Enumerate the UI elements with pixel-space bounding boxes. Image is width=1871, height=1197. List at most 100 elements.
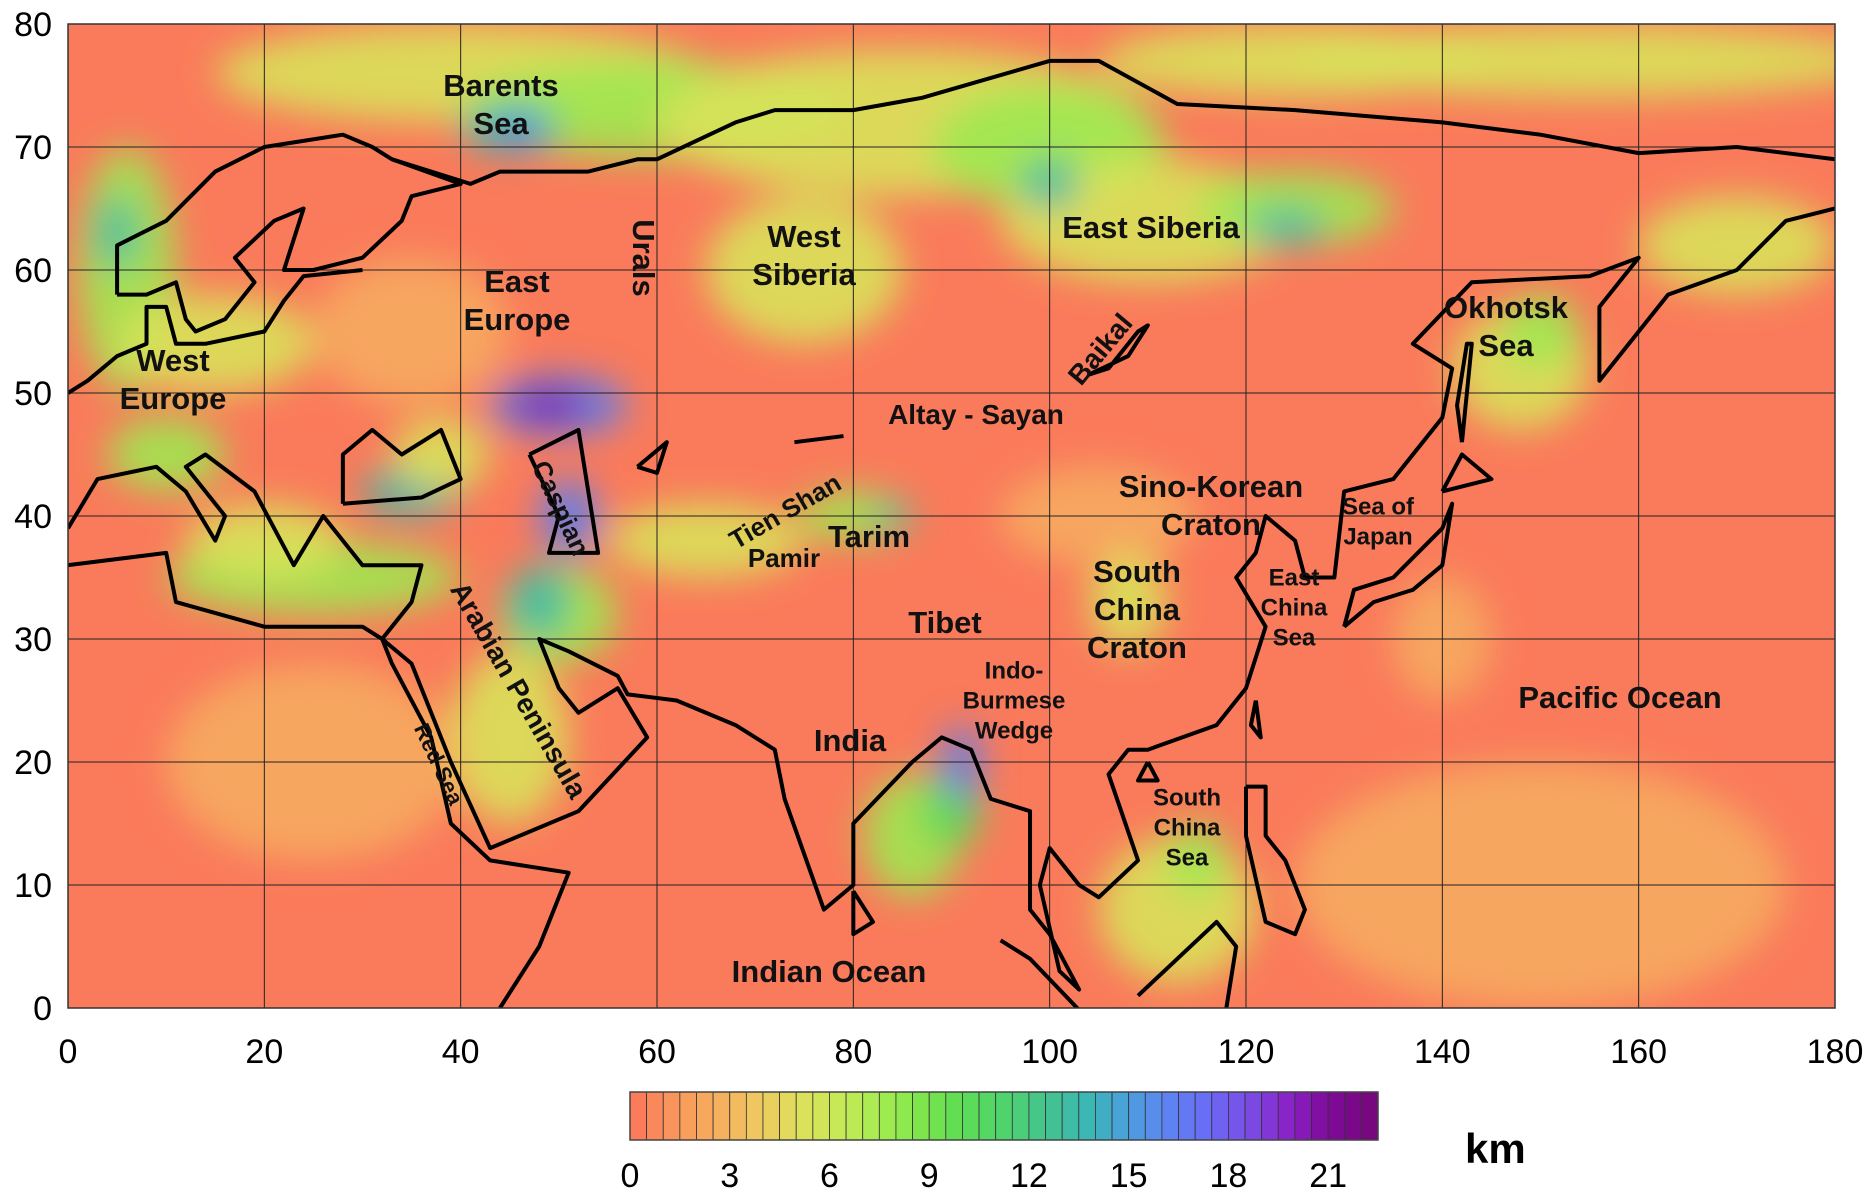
colorbar-cell	[1028, 1091, 1046, 1141]
region-label-line: Urals	[626, 219, 661, 297]
y-tick-label: 80	[14, 6, 52, 44]
colorbar-tick-label: 18	[1209, 1157, 1247, 1195]
colorbar-cell	[1111, 1091, 1130, 1141]
colorbar-cell	[762, 1091, 781, 1141]
coastline	[1088, 323, 1150, 377]
colorbar-tick-label: 12	[1010, 1157, 1048, 1195]
region-label-line: Sea	[1166, 844, 1209, 871]
region-label-line: Burmese	[963, 687, 1066, 714]
colorbar-cell	[845, 1091, 864, 1141]
region-label-line: Europe	[120, 381, 227, 416]
coastline	[68, 550, 571, 1008]
colorbar-cell	[745, 1091, 764, 1141]
coastline	[1244, 784, 1307, 937]
y-tick-label: 60	[14, 252, 52, 290]
colorbar-cell	[1128, 1091, 1146, 1141]
colorbar-cell	[812, 1091, 830, 1141]
region-label-line: India	[814, 723, 887, 758]
field-blob	[1098, 24, 1492, 98]
x-tick-label: 140	[1414, 1033, 1471, 1071]
region-label-line: China	[1154, 814, 1221, 841]
region-label-line: East Siberia	[1062, 210, 1240, 245]
colorbar-cell	[795, 1091, 814, 1141]
coastline	[636, 440, 669, 475]
colorbar: 0 3 6 9 12 15 18 21	[621, 1091, 1379, 1195]
coastline	[1136, 919, 1239, 1008]
field-blob	[107, 417, 226, 492]
region-label: Okhotsk Sea	[1444, 290, 1569, 363]
colorbar-cell	[646, 1091, 664, 1141]
x-tick-label: 180	[1807, 1033, 1864, 1071]
colorbar-cell	[928, 1091, 947, 1141]
region-label-line: Craton	[1161, 507, 1261, 542]
region-label-line: South	[1153, 784, 1221, 811]
region-label-line: West	[767, 219, 841, 254]
region-label: South China Sea	[1153, 784, 1221, 871]
colorbar-cell	[1144, 1091, 1163, 1141]
x-tick-label: 60	[638, 1033, 676, 1071]
coastline	[527, 427, 601, 555]
region-label: Indo- Burmese Wedge	[963, 657, 1066, 744]
colorbar-cell	[1261, 1091, 1279, 1141]
colorbar-cell	[1045, 1091, 1063, 1141]
y-tick-label: 30	[14, 621, 52, 659]
field-blob	[1088, 552, 1168, 652]
colorbar-cell	[1095, 1091, 1113, 1141]
region-label: Sea of Japan	[1342, 493, 1415, 550]
region-label-line: East	[484, 264, 549, 299]
region-label: India	[814, 723, 887, 758]
x-axis-ticks: 0 20 40 60 80 100 120 140 160 180	[59, 1033, 1864, 1071]
coastline	[851, 890, 875, 937]
colorbar-cell	[1011, 1091, 1030, 1141]
region-label-line: West	[136, 343, 210, 378]
y-tick-label: 40	[14, 498, 52, 536]
colorbar-cell	[862, 1091, 880, 1141]
field-blob	[1501, 294, 1580, 369]
x-tick-label: 80	[834, 1033, 872, 1071]
colorbar-cell	[696, 1091, 714, 1141]
region-label-line: Europe	[464, 302, 571, 337]
region-label-line: Sino-Korean	[1119, 469, 1303, 504]
colorbar-cell	[962, 1091, 980, 1141]
region-label: Tibet	[908, 605, 982, 640]
region-label-line: China	[1261, 594, 1328, 621]
colorbar-cell	[912, 1091, 930, 1141]
field-blob	[391, 417, 491, 492]
colorbar-tick-label: 0	[621, 1157, 640, 1195]
region-label-line: Siberia	[752, 257, 856, 292]
colorbar-cell	[1211, 1091, 1229, 1141]
x-tick-label: 120	[1218, 1033, 1275, 1071]
x-tick-label: 40	[442, 1033, 480, 1071]
region-label-line: Indo-	[985, 657, 1044, 684]
region-label-line: Craton	[1087, 630, 1187, 665]
colorbar-cell	[1311, 1091, 1329, 1141]
colorbar-cell	[712, 1091, 731, 1141]
colorbar-tick-label: 6	[820, 1157, 839, 1195]
region-label-line: Tarim	[828, 519, 910, 554]
region-label-line: Tibet	[908, 605, 982, 640]
x-tick-label: 20	[245, 1033, 283, 1071]
colorbar-cell	[1327, 1091, 1346, 1141]
colorbar-cell	[662, 1091, 681, 1141]
colorbar-tick-label: 21	[1309, 1157, 1347, 1195]
colorbar-cell	[978, 1091, 997, 1141]
coastline	[68, 206, 1835, 992]
colorbar-cell	[1061, 1091, 1080, 1141]
y-axis-ticks: 0 10 20 30 40 50 60 70 80	[14, 6, 52, 1028]
colorbar-cell	[729, 1091, 747, 1141]
region-label-line: East	[1269, 564, 1320, 591]
colorbar-cell	[829, 1091, 847, 1141]
region-label: West Siberia	[752, 219, 856, 292]
region-label-line: China	[1094, 592, 1181, 627]
field-blob	[450, 651, 569, 824]
coastline	[794, 434, 844, 445]
region-label-line: Okhotsk	[1444, 290, 1569, 325]
colorbar-cell	[779, 1091, 797, 1141]
colorbar-cell	[1078, 1091, 1096, 1141]
region-label: East China Sea	[1261, 564, 1328, 651]
colorbar-cell	[995, 1091, 1013, 1141]
region-label: South China Craton	[1087, 554, 1187, 665]
y-tick-label: 50	[14, 375, 52, 413]
region-label-line: Sea of	[1342, 493, 1415, 520]
coastline	[1455, 341, 1474, 443]
